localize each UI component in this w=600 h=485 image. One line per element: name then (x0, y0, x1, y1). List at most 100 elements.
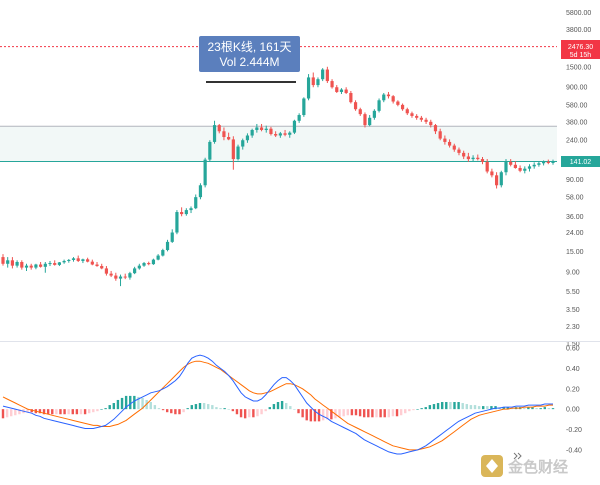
candle (551, 159, 555, 165)
candle (476, 154, 480, 161)
price-tag-alert: 2476.30 5d 15h (561, 40, 600, 59)
candle (372, 109, 376, 120)
histogram-bar (260, 409, 263, 415)
candle (400, 103, 405, 111)
histogram-bar (174, 409, 177, 415)
candle (20, 260, 24, 270)
candle (86, 257, 90, 263)
candle (1, 254, 5, 266)
candle (43, 262, 47, 273)
histogram-bar (219, 408, 222, 410)
candle (100, 263, 104, 270)
candle (222, 127, 226, 141)
histogram-bar (547, 408, 551, 410)
histogram-bar (412, 409, 415, 411)
histogram-bar (350, 409, 354, 416)
alert-price-label: 2476.30 (568, 44, 593, 51)
histogram-bar (432, 404, 436, 410)
candle (396, 100, 400, 107)
histogram-bar (239, 409, 243, 418)
histogram-bar (289, 406, 292, 410)
candle (15, 260, 19, 268)
histogram-bar (1, 409, 5, 419)
histogram-bar (207, 404, 210, 410)
candle (90, 259, 94, 266)
double-chevron-right-icon[interactable] (513, 452, 522, 460)
histogram-bar (87, 409, 91, 414)
histogram-bar (551, 408, 555, 410)
histogram-bar (477, 406, 481, 410)
histogram-bar (112, 403, 116, 410)
candle (184, 208, 188, 216)
price-tick-label: 240.00 (566, 138, 588, 145)
histogram-bar (326, 409, 329, 420)
candle (151, 258, 156, 265)
tooltip-box (199, 36, 300, 72)
candle (62, 259, 66, 264)
histogram-bar (453, 402, 456, 410)
histogram-bar (297, 409, 300, 414)
candle (231, 136, 235, 170)
histogram-bar (399, 409, 403, 416)
candle (382, 92, 386, 103)
candle (462, 150, 466, 160)
candles-group (1, 66, 555, 287)
histogram-bar (202, 403, 206, 410)
price-tick-label: 2.30 (566, 324, 580, 331)
candle (175, 210, 179, 235)
candle (447, 139, 452, 148)
price-axis[interactable]: 5800.00 3800.00 1500.00 900.00 580.00 380.00 2… (566, 10, 591, 348)
candle (410, 111, 414, 118)
histogram-bar (190, 405, 194, 410)
candle (53, 260, 57, 266)
histogram-bar (92, 409, 95, 413)
candle (6, 257, 10, 268)
histogram-bar (38, 409, 42, 414)
histogram-bar (18, 409, 21, 415)
candle (353, 100, 358, 111)
candle (203, 157, 207, 188)
candle (128, 271, 132, 280)
jinse-logo-icon (481, 455, 503, 477)
candle (245, 133, 250, 143)
candle (321, 68, 325, 82)
histogram-bar (124, 395, 128, 410)
price-pane[interactable] (0, 46, 557, 287)
price-tick-label: 5.50 (566, 289, 580, 296)
candle (391, 95, 395, 104)
histogram-bar (486, 406, 489, 410)
histogram-bar (379, 409, 382, 418)
histogram-bar (10, 409, 13, 417)
histogram-bar (354, 409, 358, 416)
histogram-bar (165, 409, 169, 413)
histogram-bar (285, 403, 288, 410)
candle (297, 113, 301, 123)
candle (48, 260, 52, 267)
candle (518, 165, 522, 173)
candle (452, 143, 456, 152)
candle (306, 74, 311, 101)
macd-axis[interactable]: 0.60 0.40 0.20 0.00 -0.20 -0.40 (566, 346, 582, 455)
histogram-bar (408, 409, 411, 412)
histogram-bar (157, 408, 161, 410)
macd-tick-label: 0.20 (566, 386, 580, 393)
candle (386, 91, 391, 99)
candle (165, 239, 170, 252)
candle (189, 206, 193, 214)
histogram-bar (256, 409, 259, 417)
watermark-text: 金色财经 (507, 458, 568, 476)
macd-pane[interactable] (1, 354, 555, 455)
histogram-bar (535, 408, 538, 410)
macd-tick-label: -0.20 (566, 427, 582, 434)
candle (527, 164, 532, 172)
candle (208, 140, 212, 162)
histogram-bar (523, 408, 526, 410)
tooltip-line2: Vol 2.444M (219, 55, 279, 69)
candle (194, 194, 198, 210)
histogram-bar (321, 409, 325, 421)
histogram-bar (502, 407, 505, 410)
histogram-bar (161, 409, 165, 411)
candle (133, 266, 137, 275)
histogram-bar (375, 409, 378, 418)
